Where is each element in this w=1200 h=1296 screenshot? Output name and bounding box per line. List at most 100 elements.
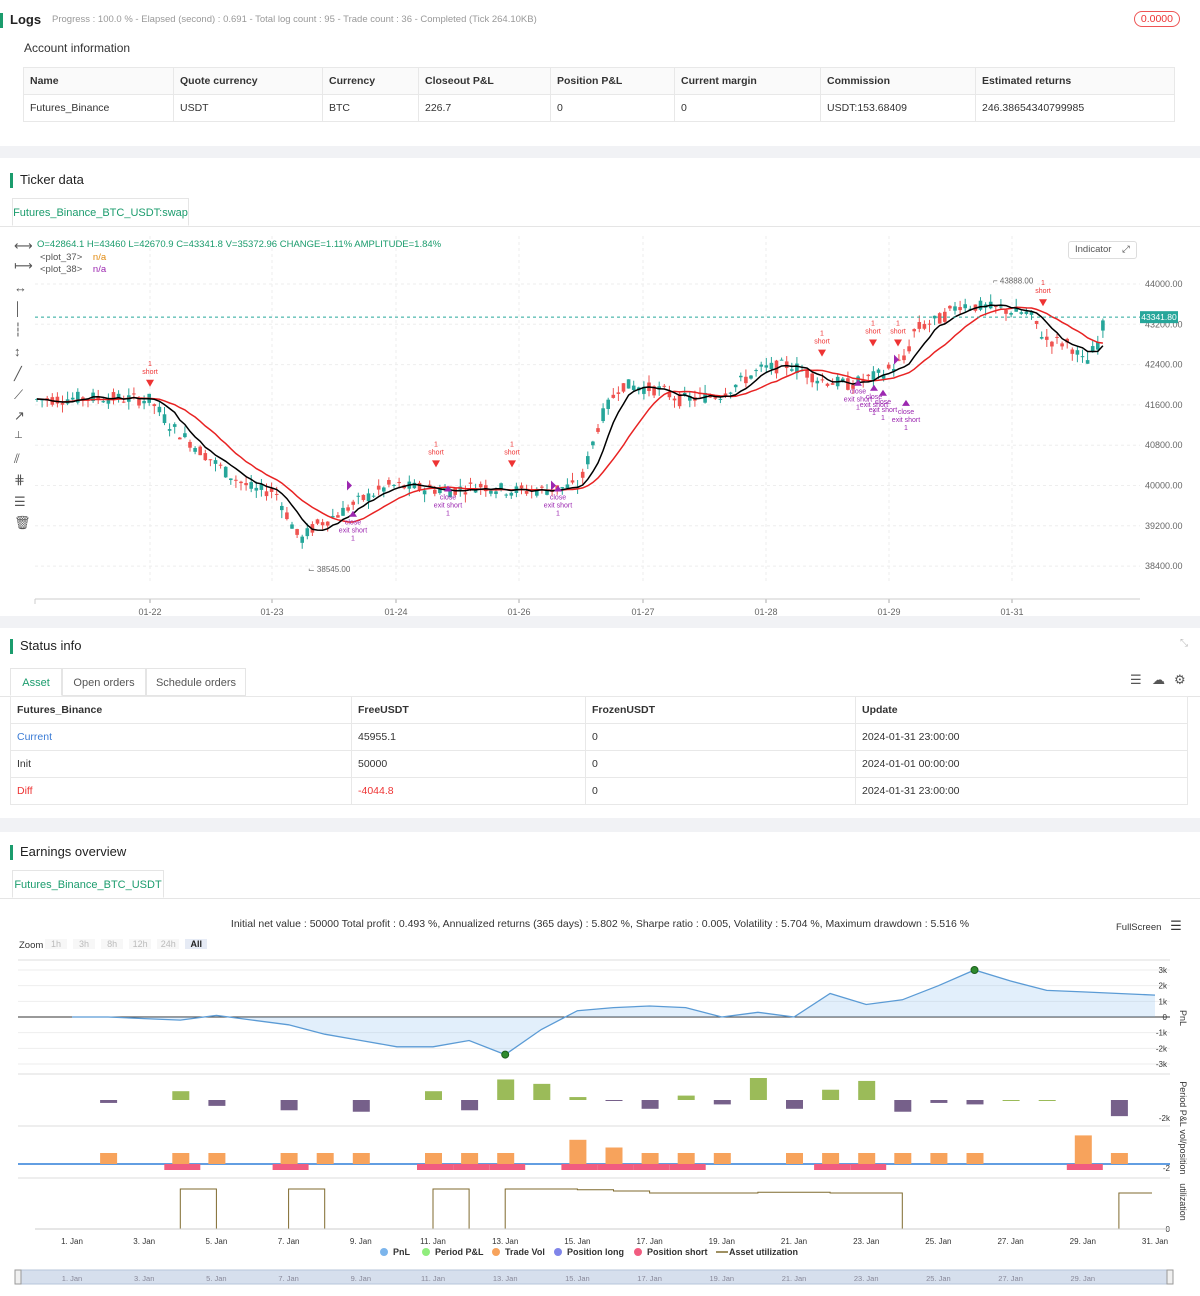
candle-body — [861, 380, 865, 382]
tab-open-orders[interactable]: Open orders — [62, 668, 146, 696]
short-count: 1 — [510, 441, 514, 448]
extended-line-icon[interactable]: ↔ — [14, 280, 27, 295]
navigator-tick-label: 25. Jan — [926, 1274, 951, 1283]
candle-body — [387, 480, 391, 485]
legend-plot-37-value: n/a — [92, 252, 107, 263]
candle-body — [1034, 320, 1039, 324]
candle-body — [657, 386, 661, 390]
candle-body — [382, 487, 386, 492]
period-pnl-bar — [425, 1091, 442, 1100]
legend-marker — [634, 1248, 642, 1256]
candle-body — [886, 364, 891, 369]
candle-body — [223, 466, 228, 478]
period-pnl-bar — [713, 1100, 731, 1105]
zoom-8h[interactable]: 8h — [101, 939, 124, 949]
collapse-icon[interactable]: ⤡ — [1180, 638, 1188, 649]
x-tick-label: 27. Jan — [997, 1237, 1023, 1246]
zoom-12h[interactable]: 12h — [129, 939, 152, 949]
close-label: close — [345, 520, 361, 527]
trash-icon[interactable]: 🗑 — [14, 515, 31, 530]
candle-body — [851, 384, 855, 389]
ray-icon[interactable]: ⟋ — [14, 387, 24, 402]
arrow-line-icon[interactable]: ↗ — [14, 408, 25, 423]
period-pnl-bar — [280, 1100, 298, 1111]
candle-body — [892, 368, 896, 372]
zoom-1h[interactable]: 1h — [45, 939, 67, 949]
candlestick-chart[interactable]: 44000.00 43200.00 42400.00 41600.00 40800.00… — [0, 226, 1200, 616]
horizontal-ray-icon[interactable]: ⟼ — [14, 258, 33, 273]
candle-body — [101, 401, 106, 403]
high-price-label: ⌐ 43888.00 — [993, 277, 1034, 286]
short-label: short — [504, 449, 520, 456]
fullscreen-button[interactable]: FullScreen ☰ — [1116, 918, 1182, 934]
trend-line-icon[interactable]: ╱ — [14, 366, 22, 381]
close-label: close — [850, 389, 866, 396]
candle-body — [285, 512, 289, 520]
zoom-3h[interactable]: 3h — [73, 939, 96, 949]
candle-body — [565, 484, 570, 489]
parallel-channel-icon[interactable]: ⫽ — [14, 451, 20, 466]
hamburger-menu-icon[interactable]: ☰ — [1170, 918, 1182, 933]
pnl-tick-label: 3k — [1159, 966, 1168, 975]
cloud-download-icon[interactable]: ☁ — [1152, 672, 1165, 687]
candle-body — [774, 360, 779, 374]
list-icon[interactable]: ☰ — [1130, 672, 1142, 687]
candle-body — [254, 487, 259, 491]
fib-retracement-icon[interactable]: ☰ — [14, 494, 26, 509]
vertical-segment-icon[interactable]: ┆ — [14, 322, 22, 337]
candle-body — [361, 494, 366, 501]
earnings-chart[interactable]: 3k 2k 1k 0 -1k -2k -3k PnL -2k Period P&L -2 vol/po… — [0, 956, 1200, 1296]
x-tick-label: 1. Jan — [61, 1237, 83, 1246]
candle-body — [790, 369, 794, 371]
candle-body — [198, 446, 202, 456]
trade-vol-bar — [966, 1153, 984, 1164]
period-pnl-bar — [749, 1078, 767, 1100]
logs-panel: Logs Progress : 100.0 % - Elapsed (secon… — [0, 0, 1200, 146]
y-tick-label: 42400.00 — [1145, 360, 1183, 370]
col-name: Name — [23, 67, 174, 95]
candle-body — [137, 398, 141, 406]
tab-ticker-symbol[interactable]: Futures_Binance_BTC_USDT:swap — [12, 198, 189, 226]
candle-body — [422, 490, 427, 495]
candle-body — [157, 406, 162, 413]
candle-body — [371, 495, 376, 497]
candle-body — [121, 401, 126, 403]
position-short-bar — [489, 1164, 526, 1170]
asset-table: Futures_Binance FreeUSDT FrozenUSDT Upda… — [10, 696, 1188, 805]
horizontal-line-icon[interactable]: ⟷ — [14, 238, 33, 253]
zoom-all[interactable]: All — [185, 939, 208, 949]
vertical-line-icon[interactable]: │ — [14, 301, 23, 316]
indicator-button[interactable]: Indicator ⤢ — [1068, 241, 1137, 259]
pitchfork-icon[interactable]: ⋕ — [14, 472, 25, 487]
expand-icon[interactable]: ⤢ — [1122, 244, 1130, 255]
exit-short-label: exit short — [844, 397, 872, 404]
trade-vol-bar — [461, 1153, 479, 1164]
cell-freeusdt: -4044.8 — [351, 777, 586, 805]
x-tick-label: 29. Jan — [1070, 1237, 1096, 1246]
candle-body — [825, 383, 830, 386]
candle-body — [611, 394, 616, 398]
x-tick-label: 01-26 — [507, 607, 530, 616]
candle-body — [249, 482, 253, 489]
gear-icon[interactable]: ⚙ — [1174, 672, 1186, 687]
candle-body — [142, 400, 146, 404]
short-arrow-icon — [432, 460, 440, 468]
candle-body — [917, 322, 922, 329]
vertical-arrow-icon[interactable]: ↕ — [14, 344, 21, 359]
close-label: close — [440, 495, 456, 502]
candle-body — [70, 397, 75, 400]
col-position-pnl: Position P&L — [550, 67, 675, 95]
legend-item-label: Position long — [567, 1247, 624, 1257]
tab-schedule-orders[interactable]: Schedule orders — [146, 668, 246, 696]
max-marker — [970, 966, 979, 974]
navigator-tick-label: 1. Jan — [62, 1274, 82, 1283]
candle-body — [672, 398, 677, 401]
period-pnl-bar — [894, 1100, 912, 1112]
tab-earnings-symbol[interactable]: Futures_Binance_BTC_USDT — [12, 870, 164, 898]
candle-body — [810, 373, 814, 383]
zoom-24h[interactable]: 24h — [157, 939, 180, 949]
low-price-label: ⌙ 38545.00 — [308, 565, 351, 574]
tab-asset[interactable]: Asset — [10, 668, 62, 696]
price-range-icon[interactable]: ⊥ — [14, 430, 23, 441]
position-short-bar — [164, 1164, 201, 1170]
